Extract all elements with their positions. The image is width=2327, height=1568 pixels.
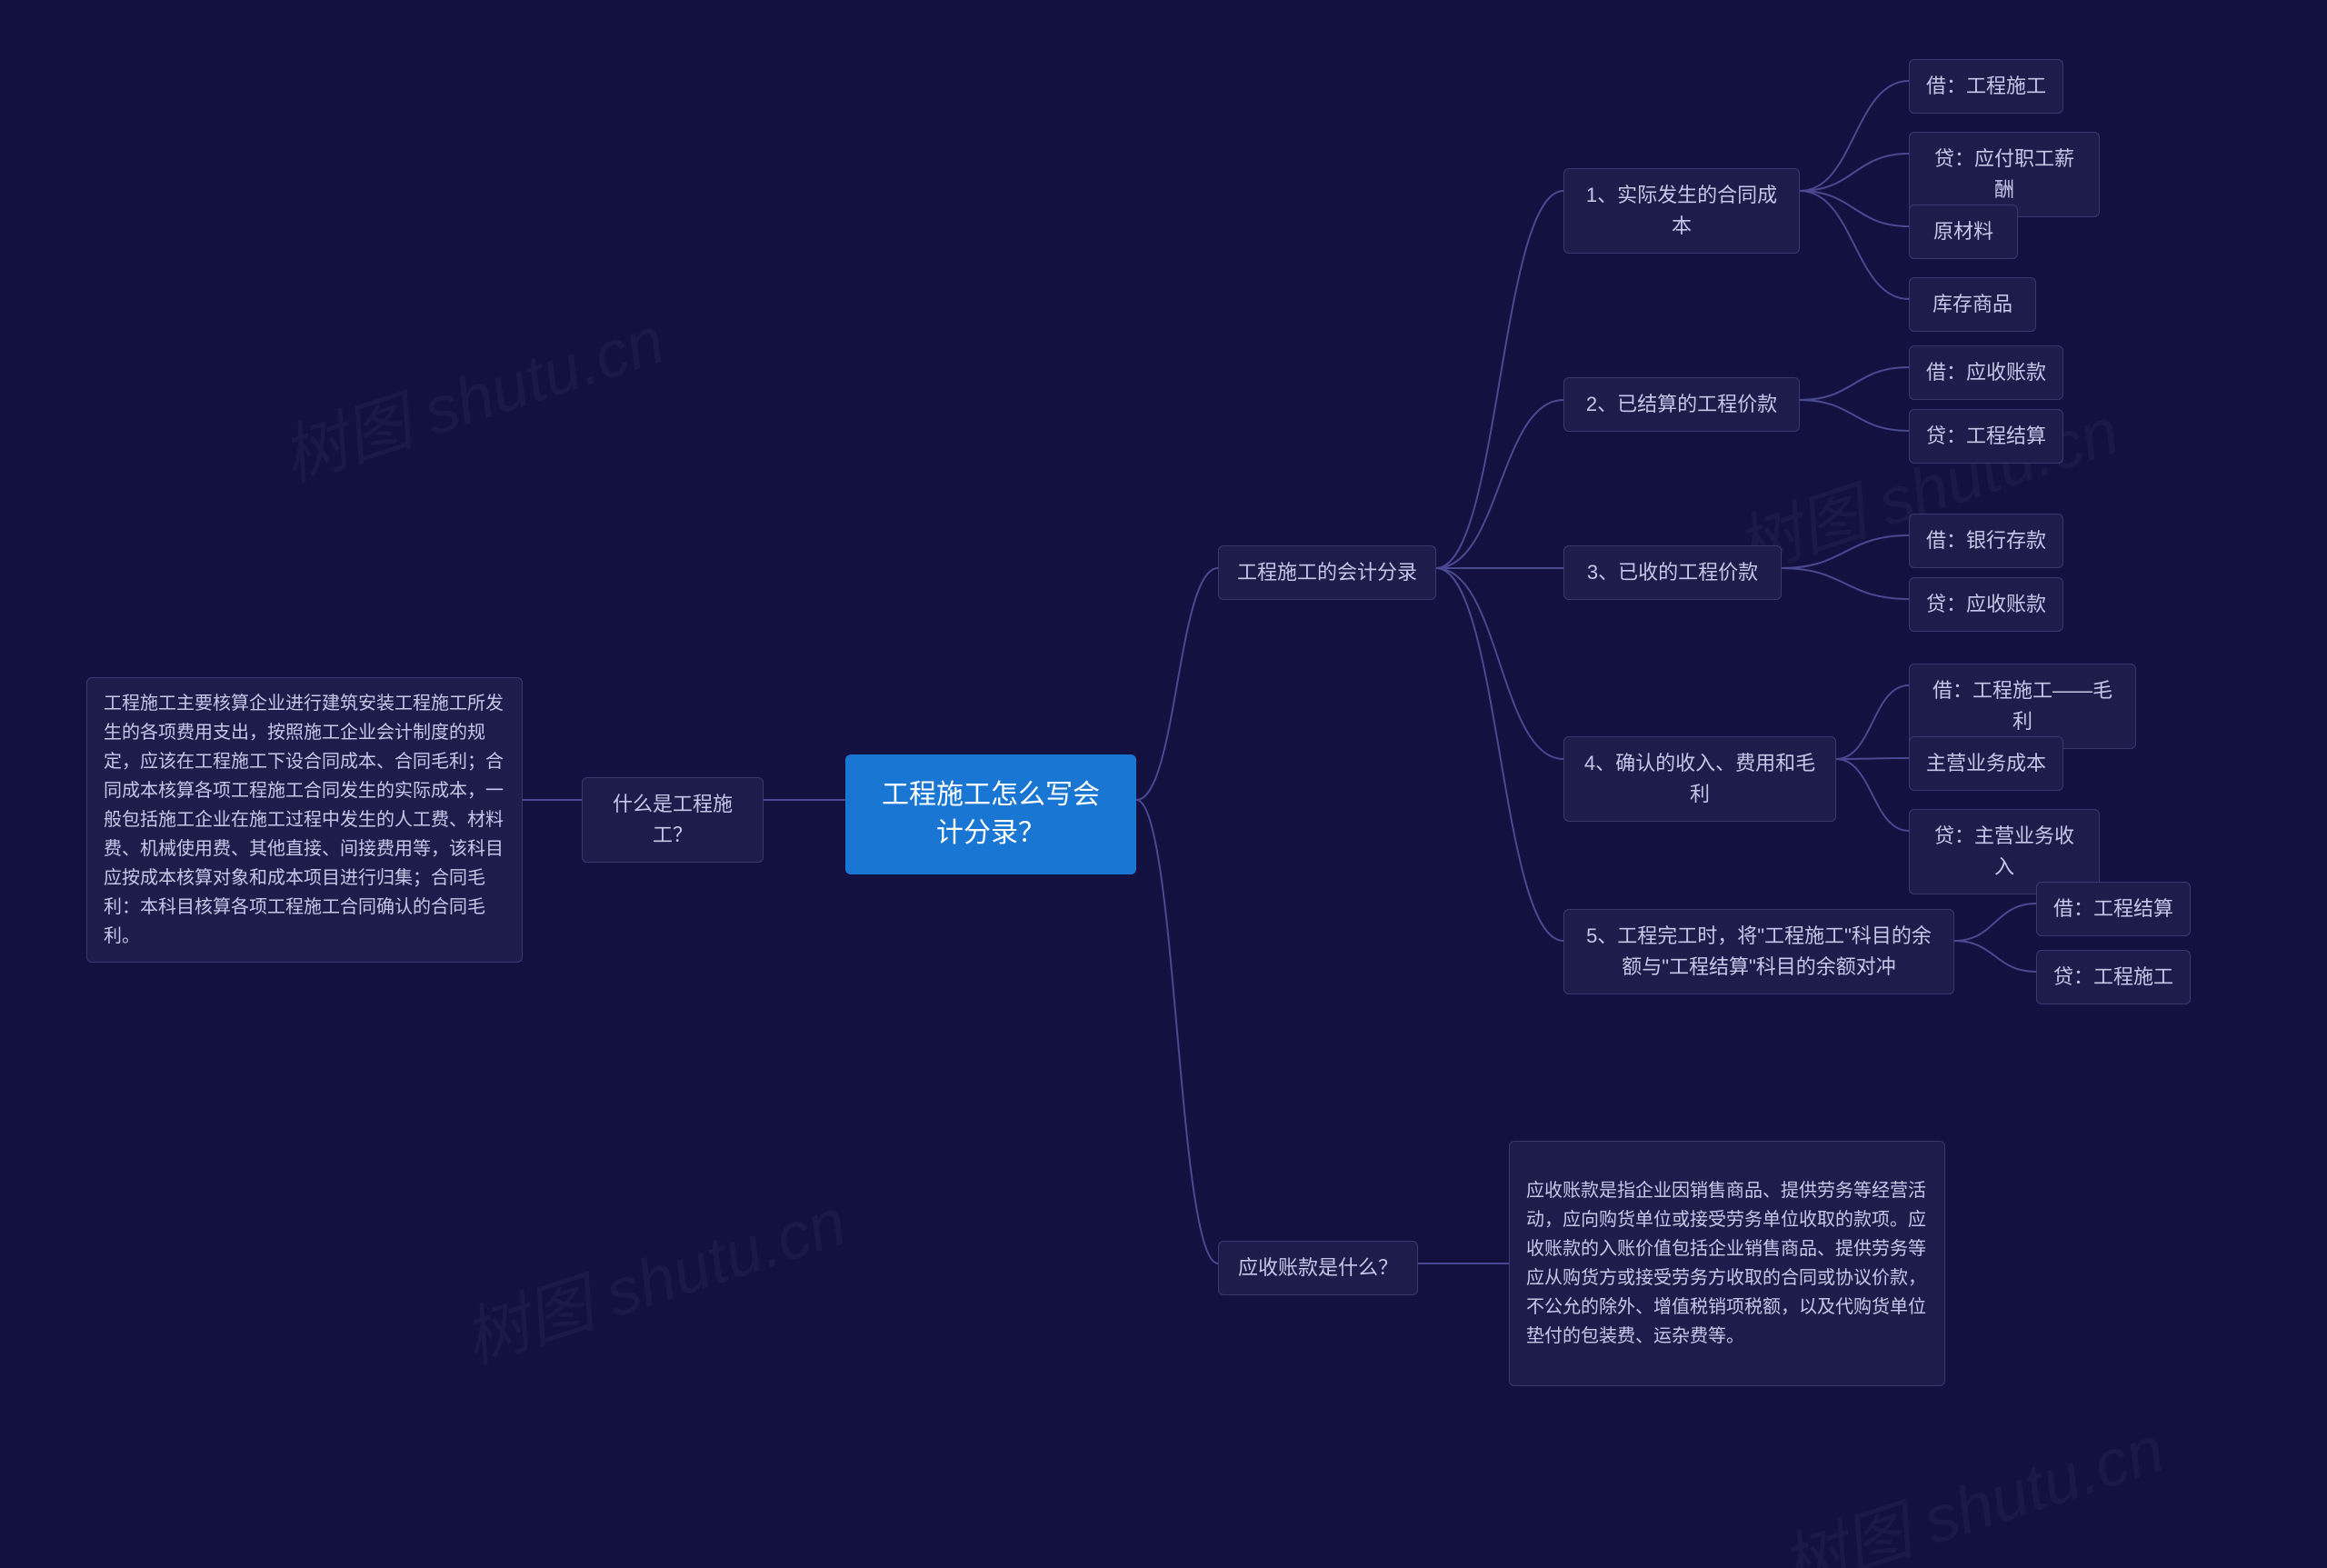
entry-4-cost: 主营业务成本 — [1909, 736, 2063, 791]
branch-accounting-entries[interactable]: 工程施工的会计分录 — [1218, 545, 1436, 600]
entry-1-credit-2: 原材料 — [1909, 205, 2018, 259]
watermark: 树图 shutu.cn — [449, 1168, 855, 1382]
desc-what-is-receivable: 应收账款是指企业因销售商品、提供劳务等经营活动，应向购货单位或接受劳务单位收取的… — [1509, 1141, 1945, 1386]
entry-2-debit: 借：应收账款 — [1909, 345, 2063, 400]
entry-1-credit-3: 库存商品 — [1909, 277, 2036, 332]
branch-what-is-construction[interactable]: 什么是工程施工？ — [582, 777, 764, 863]
entry-2[interactable]: 2、已结算的工程价款 — [1563, 377, 1800, 432]
entry-3-debit: 借：银行存款 — [1909, 514, 2063, 568]
desc-what-is-construction: 工程施工主要核算企业进行建筑安装工程施工所发生的各项费用支出，按照施工企业会计制… — [86, 677, 523, 963]
root-node[interactable]: 工程施工怎么写会计分录？ — [845, 754, 1136, 874]
entry-3-credit: 贷：应收账款 — [1909, 577, 2063, 632]
entry-1-debit: 借：工程施工 — [1909, 59, 2063, 114]
entry-3[interactable]: 3、已收的工程价款 — [1563, 545, 1782, 600]
entry-5[interactable]: 5、工程完工时，将"工程施工"科目的余额与"工程结算"科目的余额对冲 — [1563, 909, 1954, 994]
entry-4[interactable]: 4、确认的收入、费用和毛利 — [1563, 736, 1836, 822]
entry-1[interactable]: 1、实际发生的合同成本 — [1563, 168, 1800, 254]
watermark: 树图 shutu.cn — [267, 286, 674, 500]
watermark: 树图 shutu.cn — [1767, 1395, 2173, 1568]
entry-5-credit: 贷：工程施工 — [2036, 950, 2191, 1004]
entry-2-credit: 贷：工程结算 — [1909, 409, 2063, 464]
entry-5-debit: 借：工程结算 — [2036, 882, 2191, 936]
branch-what-is-receivable[interactable]: 应收账款是什么？ — [1218, 1241, 1418, 1295]
